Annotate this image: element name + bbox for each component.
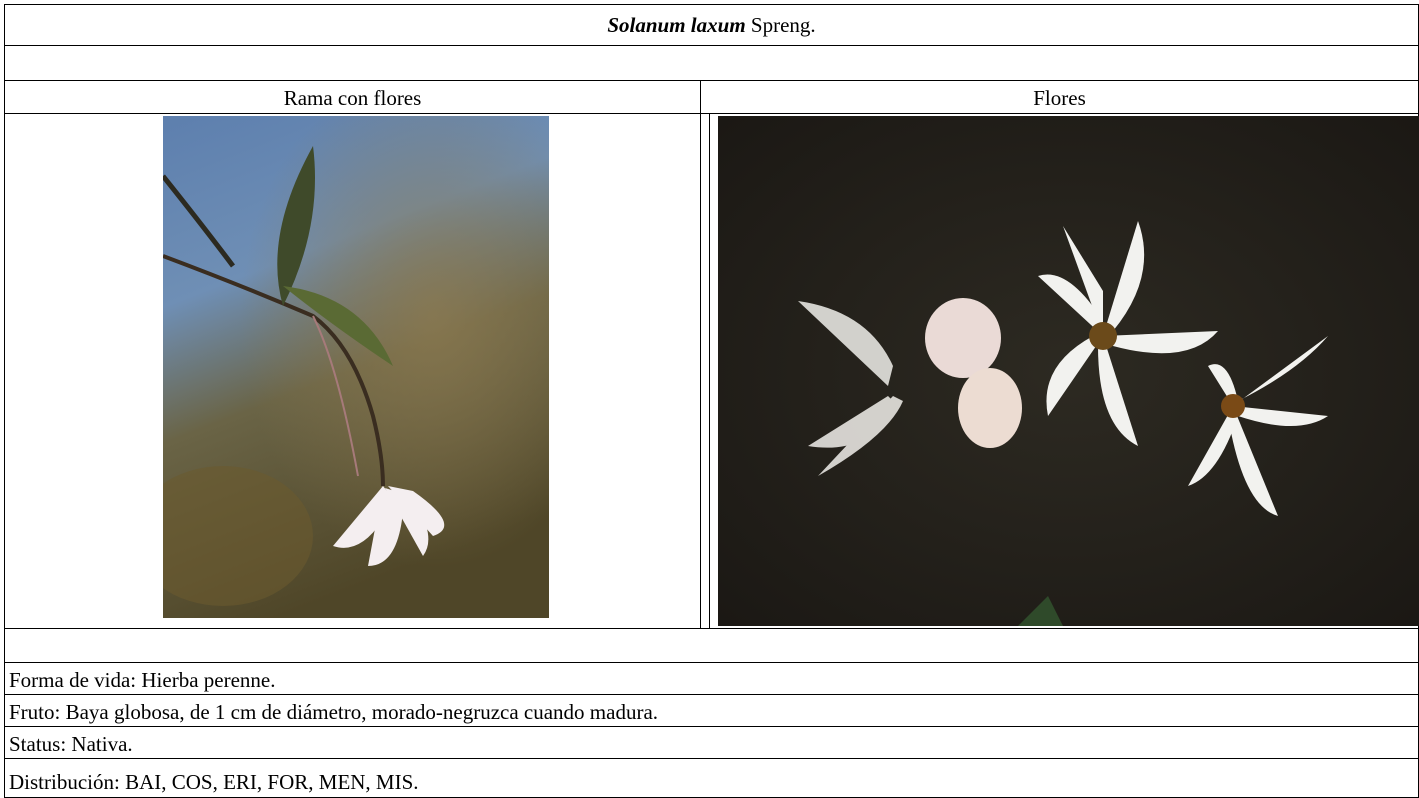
detail-row: Status: Nativa. bbox=[4, 726, 1419, 759]
branch-photo bbox=[163, 116, 549, 618]
title-row: Solanum laxum Spreng. bbox=[4, 4, 1419, 46]
species-name: Solanum laxum bbox=[607, 13, 746, 37]
header-cell: Rama con flores bbox=[4, 80, 701, 114]
column-header: Rama con flores bbox=[283, 86, 422, 110]
cell-divider bbox=[709, 113, 710, 629]
detail-text: Forma de vida: Hierba perenne. bbox=[9, 668, 276, 692]
detail-text: Fruto: Baya globosa, de 1 cm de diámetro… bbox=[9, 700, 659, 724]
detail-text: Status: Nativa. bbox=[9, 732, 133, 756]
detail-row: Distribución: BAI, COS, ERI, FOR, MEN, M… bbox=[4, 758, 1419, 798]
detail-row: Forma de vida: Hierba perenne. bbox=[4, 662, 1419, 695]
flowers-photo bbox=[718, 116, 1419, 626]
column-header: Flores bbox=[1033, 86, 1086, 110]
detail-row: Fruto: Baya globosa, de 1 cm de diámetro… bbox=[4, 694, 1419, 727]
empty-row bbox=[4, 45, 1419, 81]
species-author: Spreng. bbox=[750, 13, 816, 37]
title: Solanum laxum Spreng. bbox=[5, 15, 1418, 36]
header-cell: Flores bbox=[700, 80, 1419, 114]
empty-row bbox=[4, 628, 1419, 663]
detail-text: Distribución: BAI, COS, ERI, FOR, MEN, M… bbox=[9, 770, 419, 794]
